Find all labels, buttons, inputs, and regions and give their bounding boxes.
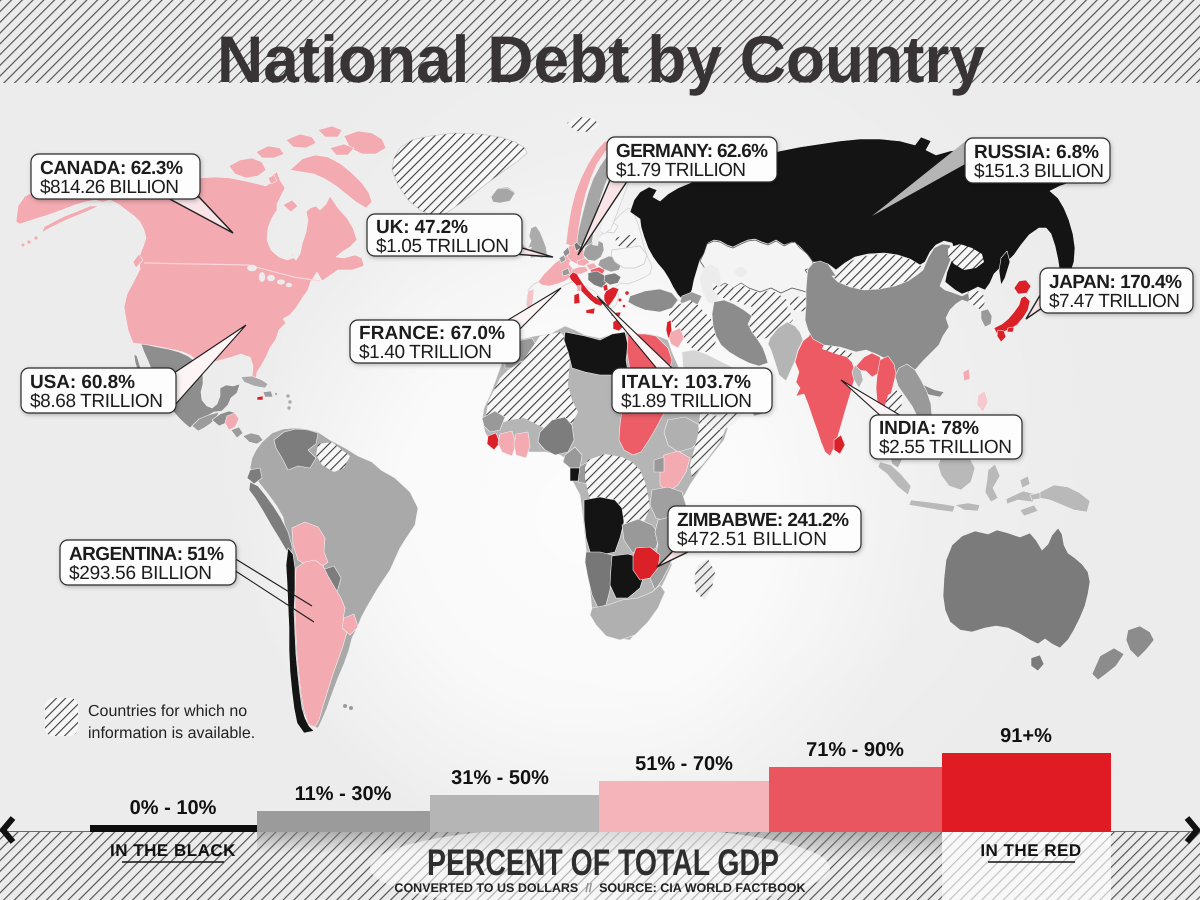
svg-text:GERMANY: 62.6%: GERMANY: 62.6%: [616, 141, 768, 162]
svg-text:$151.3 BILLION: $151.3 BILLION: [974, 161, 1104, 182]
svg-text:11% - 30%: 11% - 30%: [295, 783, 392, 805]
svg-text:$1.79 TRILLION: $1.79 TRILLION: [616, 160, 746, 181]
svg-text:IN THE RED: IN THE RED: [980, 841, 1081, 860]
svg-text:$293.56 BILLION: $293.56 BILLION: [69, 563, 212, 584]
svg-text:$2.55 TRILLION: $2.55 TRILLION: [879, 437, 1012, 458]
svg-text:FRANCE: 67.0%: FRANCE: 67.0%: [359, 323, 505, 344]
svg-text:PERCENT OF TOTAL GDP: PERCENT OF TOTAL GDP: [427, 842, 779, 883]
svg-text:$472.51 BILLION: $472.51 BILLION: [677, 529, 827, 550]
svg-text:$814.26 BILLION: $814.26 BILLION: [40, 177, 179, 198]
svg-text:$1.05 TRILLION: $1.05 TRILLION: [376, 236, 509, 257]
svg-text:$1.40 TRILLION: $1.40 TRILLION: [359, 342, 492, 363]
svg-text:31% - 50%: 31% - 50%: [451, 767, 549, 789]
svg-text:51% - 70%: 51% - 70%: [635, 753, 733, 775]
svg-text:information is available.: information is available.: [88, 725, 255, 742]
svg-text:71% - 90%: 71% - 90%: [806, 739, 904, 761]
svg-text:CONVERTED TO US DOLLARS // S: CONVERTED TO US DOLLARS // SOURCE: CIA W…: [394, 881, 805, 895]
svg-text:UK: 47.2%: UK: 47.2%: [376, 217, 468, 238]
svg-text:ARGENTINA: 51%: ARGENTINA: 51%: [69, 544, 224, 565]
svg-text:JAPAN: 170.4%: JAPAN: 170.4%: [1049, 272, 1182, 293]
svg-text:ITALY: 103.7%: ITALY: 103.7%: [621, 372, 751, 393]
svg-text:INDIA: 78%: INDIA: 78%: [879, 418, 979, 439]
svg-text:$8.68 TRILLION: $8.68 TRILLION: [30, 391, 163, 412]
svg-text:RUSSIA: 6.8%: RUSSIA: 6.8%: [974, 142, 1099, 163]
svg-text:0% - 10%: 0% - 10%: [130, 797, 217, 819]
svg-text:$7.47 TRILLION: $7.47 TRILLION: [1049, 291, 1180, 312]
svg-text:IN THE BLACK: IN THE BLACK: [110, 841, 236, 860]
svg-text:ZIMBABWE: 241.2%: ZIMBABWE: 241.2%: [677, 510, 849, 531]
svg-text:91+%: 91+%: [1000, 725, 1052, 747]
svg-text:National Debt by Country: National Debt by Country: [217, 22, 985, 96]
svg-text:USA: 60.8%: USA: 60.8%: [30, 372, 135, 393]
svg-text:CANADA: 62.3%: CANADA: 62.3%: [40, 158, 183, 179]
svg-text:$1.89 TRILLION: $1.89 TRILLION: [621, 391, 752, 412]
svg-text:Countries for which no: Countries for which no: [88, 703, 247, 720]
